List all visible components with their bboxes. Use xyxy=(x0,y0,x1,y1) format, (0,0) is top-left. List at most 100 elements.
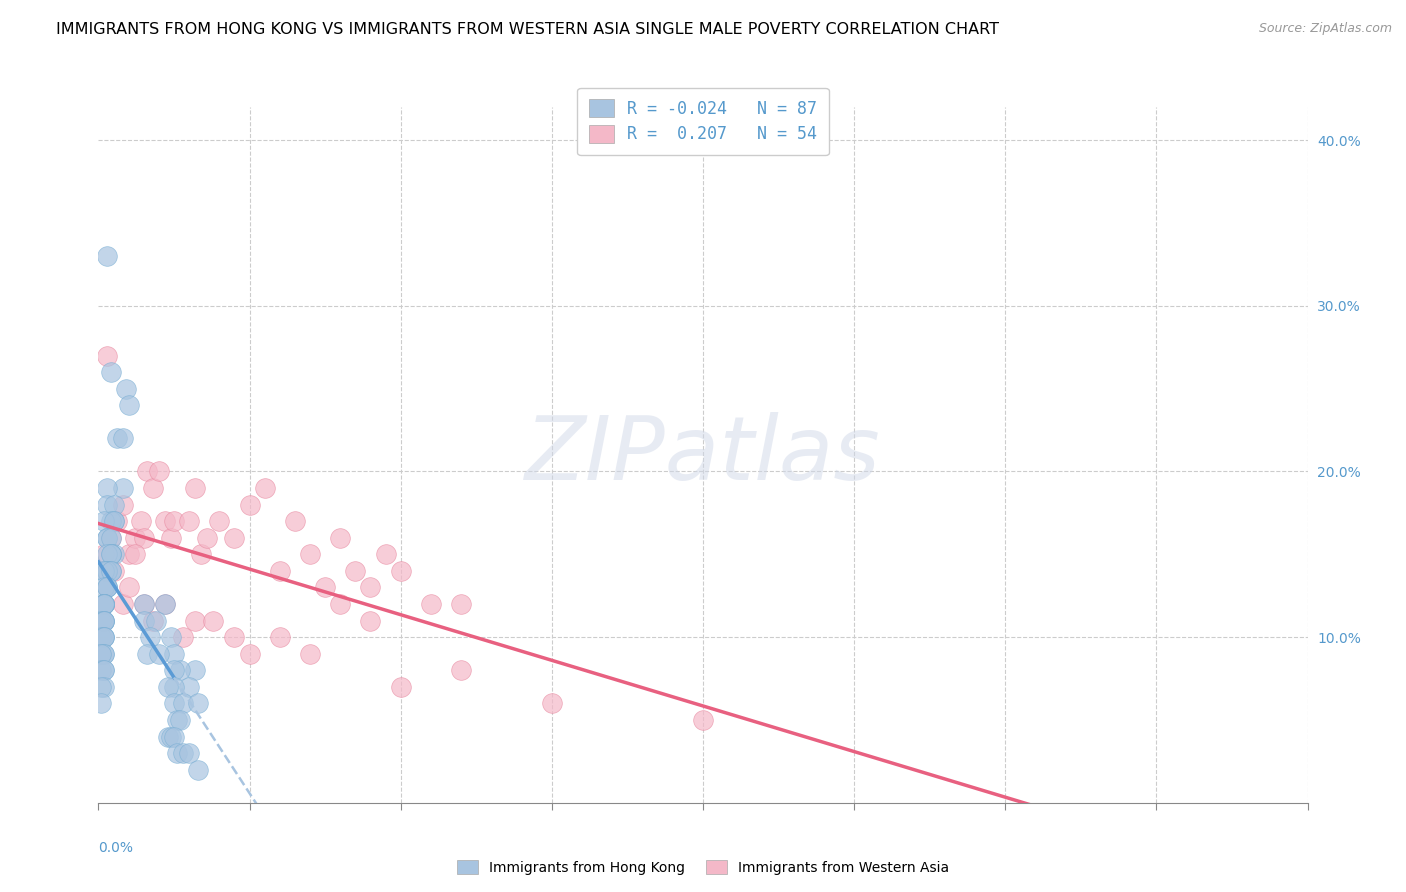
Point xyxy=(389,680,412,694)
Point xyxy=(132,614,155,628)
Point xyxy=(148,647,170,661)
Point xyxy=(90,697,112,711)
Point xyxy=(187,697,209,711)
Point xyxy=(139,630,162,644)
Point xyxy=(163,663,186,677)
Point xyxy=(93,614,115,628)
Point xyxy=(100,547,122,561)
Point xyxy=(540,697,562,711)
Point xyxy=(163,697,186,711)
Point xyxy=(93,547,115,561)
Point xyxy=(153,597,176,611)
Point xyxy=(93,514,115,528)
Point xyxy=(145,614,167,628)
Point xyxy=(253,481,276,495)
Point xyxy=(100,514,122,528)
Point xyxy=(96,547,118,561)
Point xyxy=(93,663,115,677)
Point xyxy=(96,581,118,595)
Point xyxy=(93,630,115,644)
Point xyxy=(166,713,188,727)
Point xyxy=(90,647,112,661)
Point xyxy=(93,597,115,611)
Point xyxy=(103,564,125,578)
Point xyxy=(163,730,186,744)
Point xyxy=(93,647,115,661)
Point xyxy=(90,647,112,661)
Point xyxy=(96,249,118,263)
Point xyxy=(129,514,152,528)
Point xyxy=(184,663,207,677)
Point xyxy=(169,713,191,727)
Point xyxy=(344,564,367,578)
Point xyxy=(224,531,246,545)
Legend: Immigrants from Hong Kong, Immigrants from Western Asia: Immigrants from Hong Kong, Immigrants fr… xyxy=(451,855,955,880)
Point xyxy=(389,564,412,578)
Point xyxy=(93,614,115,628)
Point xyxy=(96,564,118,578)
Point xyxy=(100,564,122,578)
Point xyxy=(179,746,201,760)
Point xyxy=(239,647,262,661)
Point xyxy=(96,564,118,578)
Point xyxy=(118,398,141,412)
Legend: R = -0.024   N = 87, R =  0.207   N = 54: R = -0.024 N = 87, R = 0.207 N = 54 xyxy=(578,87,828,155)
Point xyxy=(269,630,291,644)
Point xyxy=(269,564,291,578)
Point xyxy=(111,431,134,445)
Point xyxy=(93,581,115,595)
Point xyxy=(160,630,183,644)
Point xyxy=(90,663,112,677)
Point xyxy=(284,514,307,528)
Point xyxy=(314,581,336,595)
Point xyxy=(100,531,122,545)
Text: ZIPatlas: ZIPatlas xyxy=(526,412,880,498)
Point xyxy=(96,581,118,595)
Point xyxy=(100,547,122,561)
Point xyxy=(132,597,155,611)
Point xyxy=(100,531,122,545)
Point xyxy=(96,564,118,578)
Point xyxy=(118,581,141,595)
Point xyxy=(169,663,191,677)
Point xyxy=(93,663,115,677)
Point xyxy=(329,531,352,545)
Point xyxy=(195,531,218,545)
Point xyxy=(100,547,122,561)
Point xyxy=(208,514,231,528)
Point xyxy=(420,597,443,611)
Point xyxy=(105,431,128,445)
Point xyxy=(105,514,128,528)
Point xyxy=(111,498,134,512)
Point xyxy=(93,597,115,611)
Point xyxy=(103,547,125,561)
Point xyxy=(100,365,122,379)
Point xyxy=(93,680,115,694)
Point xyxy=(93,597,115,611)
Point xyxy=(166,746,188,760)
Point xyxy=(163,514,186,528)
Point xyxy=(224,630,246,644)
Point xyxy=(184,614,207,628)
Point xyxy=(142,481,165,495)
Point xyxy=(239,498,262,512)
Point xyxy=(103,498,125,512)
Point xyxy=(124,547,146,561)
Point xyxy=(163,680,186,694)
Point xyxy=(124,531,146,545)
Point xyxy=(135,465,157,479)
Point xyxy=(93,597,115,611)
Point xyxy=(96,481,118,495)
Point xyxy=(93,630,115,644)
Point xyxy=(93,597,115,611)
Point xyxy=(96,581,118,595)
Point xyxy=(299,547,322,561)
Point xyxy=(96,498,118,512)
Point xyxy=(172,630,194,644)
Point xyxy=(148,465,170,479)
Point xyxy=(179,514,201,528)
Point xyxy=(187,763,209,777)
Text: 0.0%: 0.0% xyxy=(98,841,134,855)
Point xyxy=(360,614,382,628)
Point xyxy=(132,597,155,611)
